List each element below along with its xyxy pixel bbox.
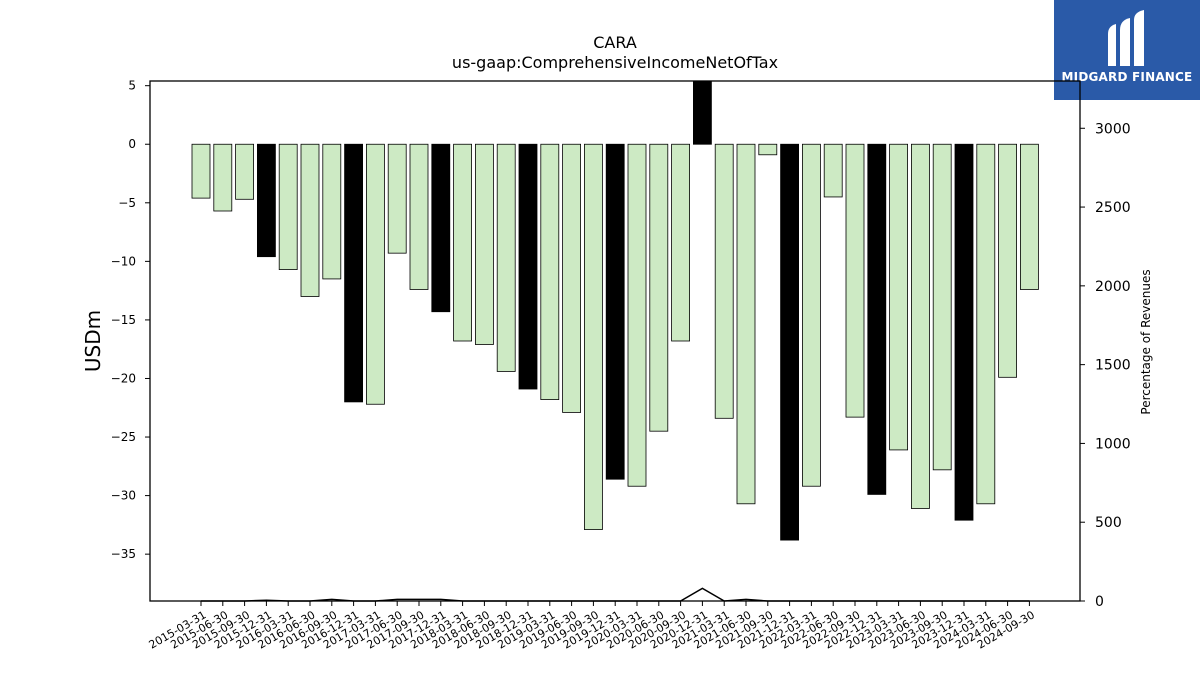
y-tick-label: −5: [118, 196, 136, 210]
bar: [671, 143, 690, 342]
y2-tick-label: 2500: [1095, 200, 1131, 216]
bar: [954, 143, 974, 521]
y-tick-label: −30: [111, 489, 136, 503]
bar: [932, 143, 952, 471]
series-line: [201, 587, 1030, 602]
bar: [1020, 143, 1039, 290]
chart-subtitle: us-gaap:ComprehensiveIncomeNetOfTax: [451, 53, 779, 72]
bar: [714, 143, 734, 419]
chart-title: CARA: [593, 33, 637, 52]
bar: [736, 143, 756, 505]
bar: [278, 143, 298, 270]
bar: [693, 80, 712, 145]
y-tick-label: −20: [111, 371, 136, 385]
bar: [518, 143, 538, 390]
bar: [365, 143, 385, 405]
bar: [540, 143, 560, 400]
bar: [256, 143, 276, 258]
y-axis-label: USDm: [81, 310, 105, 372]
y-tick-label: 5: [128, 79, 136, 93]
bar: [998, 143, 1017, 378]
bar: [300, 143, 320, 297]
bar: [823, 143, 843, 198]
y2-tick-label: 1500: [1095, 358, 1131, 374]
bar: [802, 143, 821, 487]
y2-tick-label: 500: [1095, 515, 1122, 531]
bar: [649, 143, 669, 432]
bar: [235, 143, 255, 200]
bar: [496, 143, 516, 372]
y-tick-label: −15: [111, 313, 136, 327]
bar: [213, 143, 233, 212]
y-tick-label: −35: [111, 547, 136, 561]
bar: [562, 143, 581, 413]
bar: [889, 143, 908, 451]
bar: [387, 143, 407, 254]
midgard-logo-icon: [1108, 10, 1144, 66]
y2-tick-label: 0: [1095, 594, 1104, 610]
y2-tick-label: 1000: [1095, 436, 1131, 452]
bar: [758, 143, 778, 156]
bar: [344, 143, 364, 403]
y2-tick-label: 3000: [1095, 121, 1131, 137]
y-tick-label: 0: [128, 137, 136, 151]
bar: [911, 143, 930, 509]
y2-tick-label: 2000: [1095, 279, 1131, 295]
bar: [605, 143, 625, 480]
bar: [780, 143, 799, 541]
bar: [191, 143, 211, 199]
bar: [584, 143, 603, 530]
bar: [322, 143, 342, 280]
bar: [453, 143, 473, 342]
midgard-logo: MIDGARD FINANCE: [1054, 0, 1200, 100]
bar: [867, 143, 887, 495]
bar: [976, 143, 996, 505]
bar: [845, 143, 865, 418]
y-tick-label: −25: [111, 430, 136, 444]
bar: [627, 143, 647, 487]
y-tick-label: −10: [111, 254, 136, 268]
bar: [431, 143, 451, 313]
bar: [474, 143, 494, 345]
logo-text: MIDGARD FINANCE: [1061, 70, 1193, 84]
y2-axis-label: Percentage of Revenues: [1139, 269, 1153, 414]
bar: [409, 143, 429, 290]
